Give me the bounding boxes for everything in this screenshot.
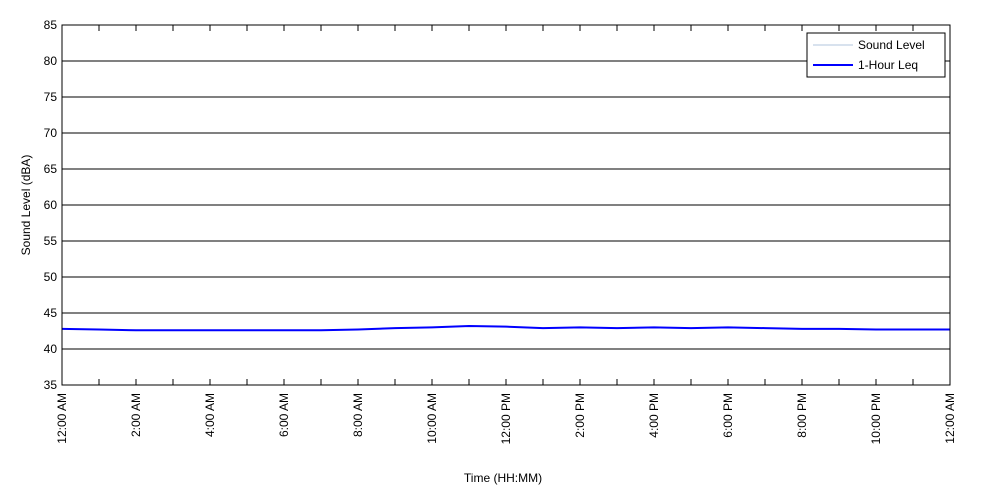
x-tick-label: 12:00 PM [499,393,513,444]
y-tick-label: 35 [44,378,58,392]
series-line [61,324,950,332]
x-tick-label: 2:00 PM [573,393,587,438]
x-tick-label: 8:00 AM [351,393,365,437]
x-tick-label: 4:00 PM [647,393,661,438]
x-tick-label: 12:00 AM [943,393,957,444]
y-tick-label: 80 [44,54,58,68]
x-tick-label: 12:00 AM [55,393,69,444]
x-tick-label: 10:00 AM [425,393,439,444]
y-tick-label: 60 [44,198,58,212]
y-axis-label: Sound Level (dBA) [19,155,33,256]
x-tick-label: 4:00 AM [203,393,217,437]
x-tick-label: 2:00 AM [129,393,143,437]
legend-label: 1-Hour Leq [858,58,918,72]
x-tick-label: 8:00 PM [795,393,809,438]
y-tick-label: 50 [44,270,58,284]
y-tick-label: 75 [44,90,58,104]
plot-border [61,24,951,386]
legend-label: Sound Level [858,38,925,52]
x-tick-label: 10:00 PM [869,393,883,444]
y-tick-label: 70 [44,126,58,140]
y-tick-label: 40 [44,342,58,356]
x-axis-label: Time (HH:MM) [464,471,542,485]
y-tick-label: 45 [44,306,58,320]
y-tick-label: 55 [44,234,58,248]
x-tick-label: 6:00 AM [277,393,291,437]
y-tick-label: 85 [44,18,58,32]
y-tick-label: 65 [44,162,58,176]
legend-box [806,32,946,78]
x-tick-label: 6:00 PM [721,393,735,438]
